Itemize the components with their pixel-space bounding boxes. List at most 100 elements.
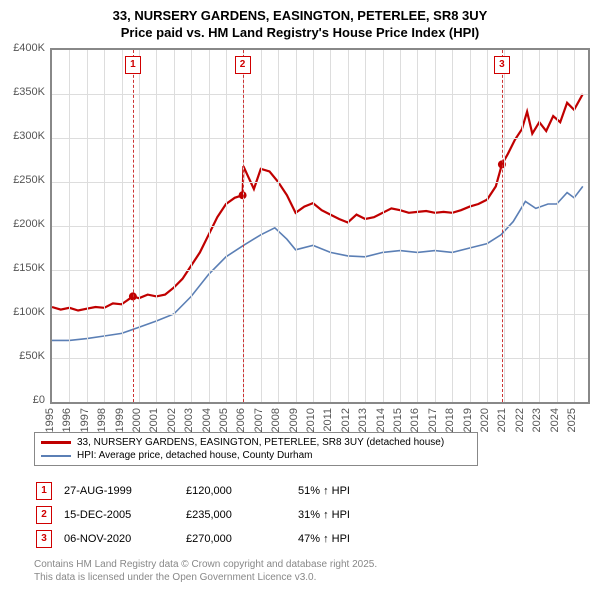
plot-region: 1 2 3 xyxy=(50,48,590,404)
x-tick-label: 2007 xyxy=(253,408,265,432)
legend-row-2: HPI: Average price, detached house, Coun… xyxy=(41,449,471,462)
footer: Contains HM Land Registry data © Crown c… xyxy=(34,558,377,584)
x-tick-label: 2015 xyxy=(392,408,404,432)
event-price: £120,000 xyxy=(186,480,296,502)
y-tick-label: £100K xyxy=(13,306,45,318)
x-tick-label: 1997 xyxy=(79,408,91,432)
gridline-v xyxy=(278,50,279,402)
event-row: 215-DEC-2005£235,00031% ↑ HPI xyxy=(36,504,360,526)
gridline-v xyxy=(296,50,297,402)
chart-area: 123 £0£50K£100K£150K£200K£250K£300K£350K… xyxy=(0,48,600,424)
event-price: £270,000 xyxy=(186,528,296,550)
legend-label-2: HPI: Average price, detached house, Coun… xyxy=(77,450,313,461)
y-tick-label: £400K xyxy=(13,42,45,54)
x-tick-label: 2009 xyxy=(288,408,300,432)
gridline-v xyxy=(574,50,575,402)
x-tick-label: 2004 xyxy=(201,408,213,432)
x-tick-label: 2020 xyxy=(479,408,491,432)
title-line-2: Price paid vs. HM Land Registry's House … xyxy=(0,25,600,42)
event-delta: 47% ↑ HPI xyxy=(298,528,360,550)
x-tick-label: 2006 xyxy=(235,408,247,432)
x-tick-label: 2016 xyxy=(409,408,421,432)
gridline-v xyxy=(104,50,105,402)
sale-marker-box: 2 xyxy=(235,56,251,74)
x-tick-label: 2023 xyxy=(531,408,543,432)
title-area: 33, NURSERY GARDENS, EASINGTON, PETERLEE… xyxy=(0,0,600,42)
event-date: 06-NOV-2020 xyxy=(64,528,184,550)
sale-marker-line xyxy=(243,50,244,402)
sale-marker-box: 1 xyxy=(125,56,141,74)
y-tick-label: £50K xyxy=(19,350,45,362)
event-row: 3 06-NOV-2020£270,00047% ↑ HPI xyxy=(36,528,360,550)
gridline-v xyxy=(69,50,70,402)
x-tick-label: 1998 xyxy=(96,408,108,432)
gridline-v xyxy=(174,50,175,402)
y-tick-label: £150K xyxy=(13,262,45,274)
x-tick-label: 1996 xyxy=(61,408,73,432)
x-tick-label: 2011 xyxy=(322,408,334,432)
footer-line-1: Contains HM Land Registry data © Crown c… xyxy=(34,558,377,571)
gridline-v xyxy=(156,50,157,402)
sale-marker-line xyxy=(133,50,134,402)
gridline-v xyxy=(313,50,314,402)
x-tick-label: 2021 xyxy=(496,408,508,432)
events-table: 127-AUG-1999£120,00051% ↑ HPI 2 15-DEC-200… xyxy=(34,478,362,552)
legend: 33, NURSERY GARDENS, EASINGTON, PETERLEE… xyxy=(34,432,478,466)
series-line-price_paid xyxy=(52,94,583,311)
x-tick-label: 2018 xyxy=(444,408,456,432)
series-line-hpi xyxy=(52,186,583,340)
gridline-v xyxy=(452,50,453,402)
gridline-v xyxy=(122,50,123,402)
chart-container: 33, NURSERY GARDENS, EASINGTON, PETERLEE… xyxy=(0,0,600,590)
title-line-1: 33, NURSERY GARDENS, EASINGTON, PETERLEE… xyxy=(0,8,600,25)
gridline-v xyxy=(417,50,418,402)
x-tick-label: 2010 xyxy=(305,408,317,432)
y-tick-label: £0 xyxy=(33,394,45,406)
x-tick-label: 2024 xyxy=(549,408,561,432)
x-tick-label: 2014 xyxy=(375,408,387,432)
gridline-v xyxy=(487,50,488,402)
gridline-v xyxy=(209,50,210,402)
y-tick-label: £350K xyxy=(13,86,45,98)
gridline-v xyxy=(383,50,384,402)
x-tick-label: 2019 xyxy=(462,408,474,432)
gridline-v xyxy=(261,50,262,402)
event-num-box: 2 xyxy=(36,506,52,524)
gridline-v xyxy=(522,50,523,402)
legend-swatch-2 xyxy=(41,455,71,457)
x-tick-label: 1995 xyxy=(44,408,56,432)
x-tick-label: 2017 xyxy=(427,408,439,432)
gridline-v xyxy=(226,50,227,402)
gridline-v xyxy=(330,50,331,402)
x-tick-label: 2012 xyxy=(340,408,352,432)
gridline-v xyxy=(435,50,436,402)
event-delta: 51% ↑ HPI xyxy=(298,480,360,502)
gridline-v xyxy=(470,50,471,402)
x-tick-label: 2000 xyxy=(131,408,143,432)
gridline-v xyxy=(191,50,192,402)
gridline-v xyxy=(400,50,401,402)
sale-marker-box: 3 xyxy=(494,56,510,74)
x-tick-label: 2022 xyxy=(514,408,526,432)
x-tick-label: 2001 xyxy=(148,408,160,432)
legend-row-1: 33, NURSERY GARDENS, EASINGTON, PETERLEE… xyxy=(41,436,471,449)
y-tick-label: £300K xyxy=(13,130,45,142)
gridline-v xyxy=(557,50,558,402)
gridline-v xyxy=(539,50,540,402)
sale-marker-line xyxy=(502,50,503,402)
x-tick-label: 1999 xyxy=(114,408,126,432)
gridline-v xyxy=(348,50,349,402)
gridline-v xyxy=(243,50,244,402)
event-price: £235,000 xyxy=(186,504,296,526)
legend-label-1: 33, NURSERY GARDENS, EASINGTON, PETERLEE… xyxy=(77,437,444,448)
gridline-v xyxy=(365,50,366,402)
gridline-v xyxy=(139,50,140,402)
event-date: 15-DEC-2005 xyxy=(64,504,184,526)
footer-line-2: This data is licensed under the Open Gov… xyxy=(34,571,377,584)
event-row: 127-AUG-1999£120,00051% ↑ HPI xyxy=(36,480,360,502)
x-tick-label: 2003 xyxy=(183,408,195,432)
y-tick-label: £200K xyxy=(13,218,45,230)
x-tick-label: 2008 xyxy=(270,408,282,432)
event-num-box: 3 xyxy=(36,530,52,548)
x-tick-label: 2002 xyxy=(166,408,178,432)
